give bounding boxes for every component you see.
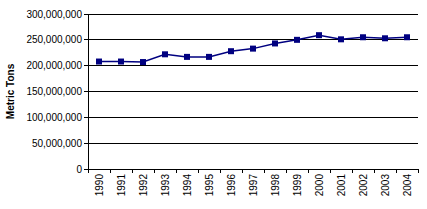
y-tick-label: 100,000,000 xyxy=(26,112,82,123)
data-point xyxy=(294,37,300,43)
y-tick xyxy=(84,117,88,118)
x-tick xyxy=(220,169,221,173)
x-tick-label: 2001 xyxy=(336,174,347,197)
data-point xyxy=(162,51,168,57)
x-tick xyxy=(286,169,287,173)
x-tick-label: 1994 xyxy=(182,174,193,197)
y-axis xyxy=(88,14,89,169)
grid-line xyxy=(88,65,418,66)
x-tick-label: 2003 xyxy=(380,174,391,197)
y-tick-label: 0 xyxy=(76,164,82,175)
x-tick xyxy=(308,169,309,173)
x-tick-label: 2002 xyxy=(358,174,369,197)
data-point xyxy=(140,59,146,65)
y-tick xyxy=(84,91,88,92)
data-point xyxy=(316,32,322,38)
y-tick xyxy=(84,169,88,170)
x-tick xyxy=(374,169,375,173)
x-tick-label: 1993 xyxy=(160,174,171,197)
data-point xyxy=(118,59,124,65)
x-tick-label: 2004 xyxy=(402,174,413,197)
x-tick-label: 1999 xyxy=(292,174,303,197)
x-tick xyxy=(396,169,397,173)
plot-area xyxy=(96,32,410,65)
data-point xyxy=(272,40,278,46)
x-tick xyxy=(352,169,353,173)
data-point xyxy=(184,54,190,60)
x-tick-label: 1998 xyxy=(270,174,281,197)
y-tick xyxy=(84,143,88,144)
x-tick xyxy=(110,169,111,173)
y-tick-label: 50,000,000 xyxy=(32,138,82,149)
y-tick xyxy=(84,39,88,40)
x-tick xyxy=(198,169,199,173)
chart-container: 0 50,000,000 100,000,000 150,000,000 200,000… xyxy=(0,0,427,209)
data-point xyxy=(382,35,388,41)
y-tick xyxy=(84,14,88,15)
grid-line xyxy=(88,39,418,40)
chart-svg: 0 50,000,000 100,000,000 150,000,000 200,000… xyxy=(0,0,427,209)
data-line xyxy=(99,35,407,62)
y-tick-label: 200,000,000 xyxy=(26,60,82,71)
grid-line xyxy=(88,117,418,118)
x-tick-label: 1990 xyxy=(94,174,105,197)
y-axis-label: Metric Tons xyxy=(5,63,16,119)
data-point xyxy=(404,34,410,40)
y-tick-label: 150,000,000 xyxy=(26,86,82,97)
data-point xyxy=(360,34,366,40)
grid-line xyxy=(88,91,418,92)
data-point xyxy=(250,46,256,52)
x-tick xyxy=(176,169,177,173)
x-tick-label: 1992 xyxy=(138,174,149,197)
y-tick-label: 250,000,000 xyxy=(26,34,82,45)
data-point xyxy=(338,36,344,42)
grid-line xyxy=(88,143,418,144)
grid-line xyxy=(88,14,418,15)
x-tick xyxy=(154,169,155,173)
x-tick xyxy=(330,169,331,173)
x-tick-label: 1996 xyxy=(226,174,237,197)
x-tick xyxy=(88,169,89,173)
x-tick-label: 1997 xyxy=(248,174,259,197)
data-point xyxy=(206,54,212,60)
x-tick xyxy=(242,169,243,173)
x-tick xyxy=(418,169,419,173)
data-point xyxy=(228,48,234,54)
x-tick-label: 1995 xyxy=(204,174,215,197)
y-tick-label: 300,000,000 xyxy=(26,9,82,20)
x-tick xyxy=(132,169,133,173)
grid-line xyxy=(88,169,418,170)
x-tick xyxy=(264,169,265,173)
y-tick xyxy=(84,65,88,66)
x-tick-label: 1991 xyxy=(116,174,127,197)
x-axis xyxy=(88,169,418,170)
x-tick-label: 2000 xyxy=(314,174,325,197)
data-point xyxy=(96,59,102,65)
